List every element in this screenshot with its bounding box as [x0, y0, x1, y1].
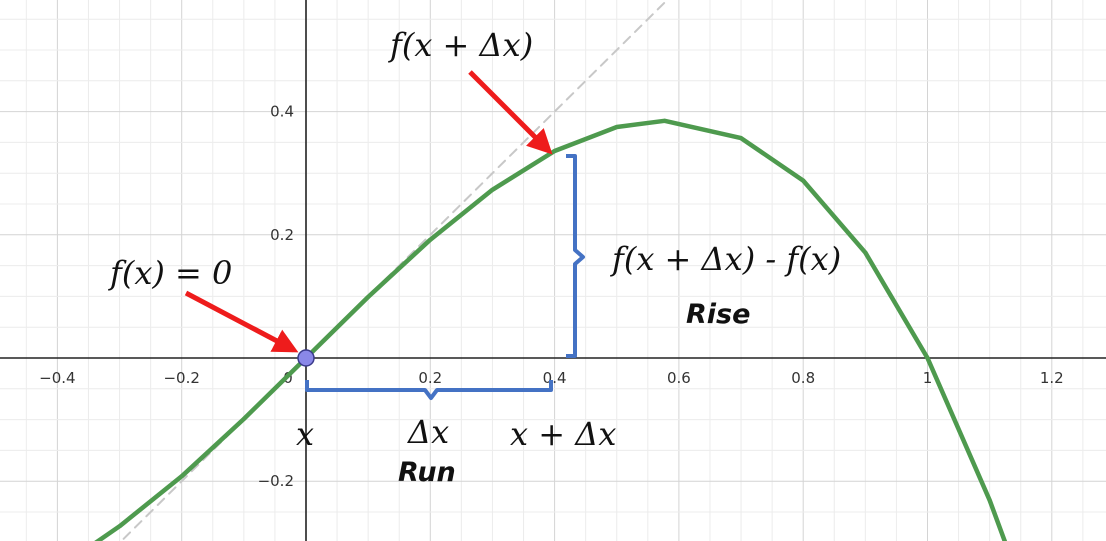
tangent-line	[119, 0, 668, 541]
function-curve	[94, 118, 1008, 541]
rise-formula-label: f(x + Δx) - f(x)	[610, 240, 841, 278]
rise-bracket	[566, 154, 585, 358]
x-tick-label: −0.4	[39, 369, 75, 387]
x-tick-label: 1	[923, 369, 933, 387]
x-tick-label: 0.6	[667, 369, 691, 387]
x-tick-label: 1.2	[1040, 369, 1064, 387]
arrow-to-origin	[184, 290, 299, 353]
x-tick-label: 0.4	[543, 369, 567, 387]
y-tick-label: −0.2	[258, 472, 294, 490]
delta-x-label: Δx	[406, 413, 449, 451]
rise-label: Rise	[686, 299, 750, 330]
f-x-plus-dx-label: f(x + Δx)	[388, 26, 533, 64]
arrow-to-f-x-plus-dx	[468, 70, 553, 155]
x-tick-label: 0.2	[418, 369, 442, 387]
x-tick-label: 0.8	[791, 369, 815, 387]
x-label: x	[296, 415, 314, 453]
run-bracket	[305, 380, 553, 400]
y-tick-label: 0.4	[270, 103, 294, 121]
origin-point	[297, 349, 315, 367]
y-tick-label: 0.2	[270, 226, 294, 244]
run-label: Run	[398, 457, 456, 488]
points	[297, 349, 315, 367]
series	[94, 0, 1008, 541]
fx-equals-zero-label: f(x) = 0	[108, 254, 232, 292]
x-tick-label: −0.2	[163, 369, 199, 387]
x-plus-delta-x-label: x + Δx	[510, 415, 616, 453]
